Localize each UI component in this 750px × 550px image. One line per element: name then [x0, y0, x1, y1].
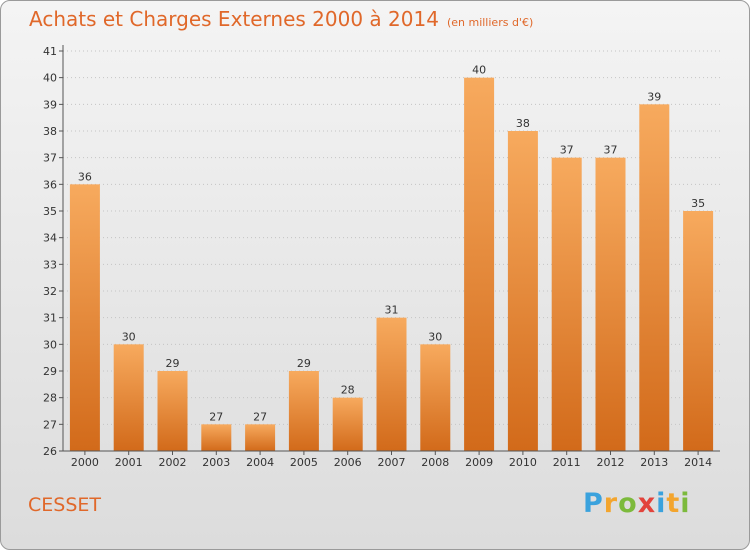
y-tick-label: 27 — [43, 418, 57, 431]
x-tick-label: 2008 — [421, 456, 449, 469]
proxiti-logo: Proxiti — [583, 488, 691, 519]
y-tick-label: 30 — [43, 338, 57, 351]
data-label: 30 — [428, 330, 442, 343]
bar — [639, 104, 670, 451]
x-tick-label: 2002 — [159, 456, 187, 469]
data-label: 27 — [253, 410, 267, 423]
x-tick-label: 2011 — [553, 456, 581, 469]
y-tick-label: 36 — [43, 178, 57, 191]
x-tick-label: 2014 — [684, 456, 712, 469]
bar — [683, 211, 714, 451]
bar — [69, 184, 100, 452]
bar — [245, 424, 276, 451]
data-label: 38 — [516, 117, 530, 130]
data-label: 39 — [647, 90, 661, 103]
axes: 26 27 28 29 30 31 32 33 34 35 36 37 38 39 40 41 2000 2001… — [43, 45, 720, 469]
y-tick-label: 38 — [43, 125, 57, 138]
bars: 36 30 29 27 27 29 28 31 30 40 38 37 37 39 35 — [69, 64, 714, 452]
logo-letter: x — [637, 488, 657, 519]
bar — [464, 77, 495, 452]
x-tick-label: 2005 — [290, 456, 318, 469]
data-label: 28 — [341, 384, 355, 397]
x-tick-label: 2004 — [246, 456, 274, 469]
y-tick-label: 29 — [43, 365, 57, 378]
chart-title: Achats et Charges Externes 2000 à 2014 (e… — [29, 7, 534, 31]
y-tick-label: 39 — [43, 98, 57, 111]
y-tick-label: 33 — [43, 258, 57, 271]
y-tick-label: 40 — [43, 72, 57, 85]
y-tick-label: 37 — [43, 152, 57, 165]
data-label: 40 — [472, 64, 486, 77]
data-label: 35 — [691, 197, 705, 210]
x-tick-label: 2003 — [202, 456, 230, 469]
data-label: 37 — [604, 144, 618, 157]
x-tick-label: 2013 — [640, 456, 668, 469]
place-name: CESSET — [28, 494, 102, 516]
logo-letter: t — [666, 488, 681, 519]
x-tick-label: 2000 — [71, 456, 99, 469]
data-label: 30 — [122, 330, 136, 343]
x-tick-label: 2010 — [509, 456, 537, 469]
x-tick-label: 2001 — [115, 456, 143, 469]
y-tick-label: 31 — [43, 312, 57, 325]
y-tick-label: 32 — [43, 285, 57, 298]
bar — [288, 371, 319, 451]
logo-letter: r — [603, 488, 619, 519]
data-label: 37 — [560, 144, 574, 157]
logo-letter: o — [618, 488, 638, 519]
logo-letter: i — [680, 488, 691, 519]
chart-subtitle: (en milliers d'€) — [446, 16, 534, 29]
bar — [595, 157, 626, 451]
data-label: 31 — [385, 304, 399, 317]
y-tick-label: 41 — [43, 45, 57, 58]
y-tick-label: 26 — [43, 445, 57, 458]
data-label: 29 — [297, 357, 311, 370]
data-label: 36 — [78, 170, 92, 183]
bar — [376, 317, 407, 451]
bar — [201, 424, 232, 451]
x-tick-label: 2007 — [378, 456, 406, 469]
bar — [113, 344, 144, 451]
bar — [157, 371, 188, 451]
x-tick-label: 2006 — [334, 456, 362, 469]
logo-letter: P — [583, 488, 604, 519]
bar — [551, 157, 582, 451]
bar — [507, 131, 538, 451]
data-label: 27 — [209, 410, 223, 423]
y-tick-label: 28 — [43, 392, 57, 405]
bar — [332, 397, 363, 451]
y-tick-label: 34 — [43, 232, 57, 245]
x-tick-label: 2012 — [597, 456, 625, 469]
logo-letter: i — [656, 488, 667, 519]
bar — [420, 344, 451, 451]
data-label: 29 — [166, 357, 180, 370]
y-tick-label: 35 — [43, 205, 57, 218]
x-tick-label: 2009 — [465, 456, 493, 469]
